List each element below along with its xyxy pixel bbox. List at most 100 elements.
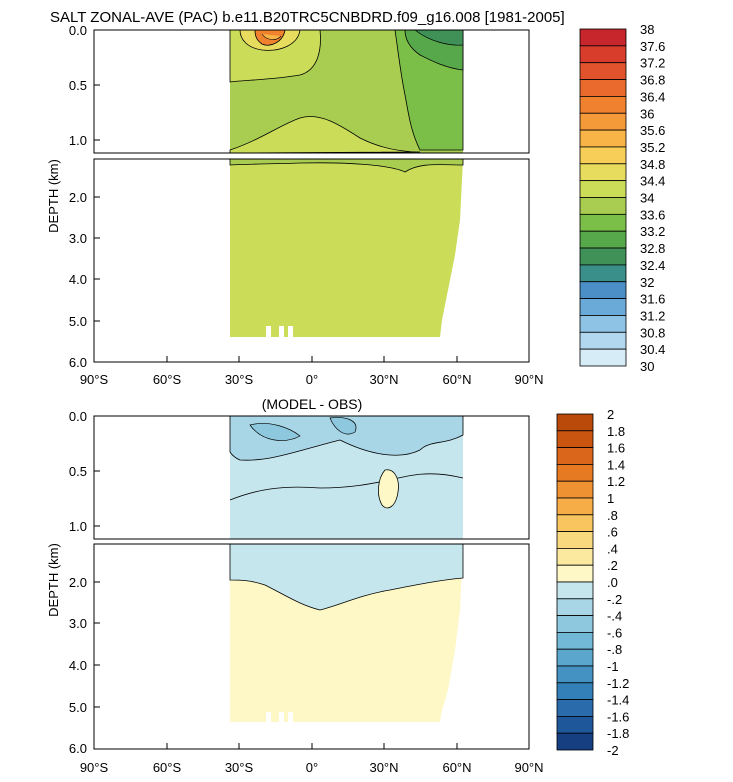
top-colorbar-label-9: 34.4 <box>640 174 665 189</box>
bottom-colorbar-box-1 <box>556 430 594 448</box>
bottom-colorbar-box-14 <box>556 648 594 667</box>
bottom-colorbar-label-4: 1.2 <box>607 474 625 489</box>
top-colorbar-label-19: 30.4 <box>640 342 665 357</box>
top-colorbar-box-17 <box>579 315 627 333</box>
top-colorbar-label-11: 33.6 <box>640 207 665 222</box>
bottom-colorbar-box-3 <box>556 463 594 482</box>
top-colorbar-box-16 <box>579 298 627 316</box>
bottom-colorbar-label-20: -2 <box>607 743 619 758</box>
top-ylabel: DEPTH (km) <box>46 159 61 233</box>
bottom-colorbar-box-17 <box>556 699 594 717</box>
top-colorbar-label-17: 31.2 <box>640 308 665 323</box>
bottom-ytick-labels: 0.0 0.5 1.0 2.0 3.0 4.0 5.0 6.0 <box>69 409 87 756</box>
bottom-xtick-30n: 30°N <box>369 760 398 775</box>
top-ytick-2-0: 2.0 <box>69 190 87 205</box>
bottom-title: (MODEL - OBS) <box>262 396 363 412</box>
top-colorbar-box-3 <box>579 79 627 97</box>
top-xtick-60n: 60°N <box>442 372 471 387</box>
top-ytick-marks <box>94 29 100 322</box>
top-colorbar-label-1: 37.6 <box>640 39 665 54</box>
top-ytick-5-0: 5.0 <box>69 314 87 329</box>
bottom-colorbar-box-5 <box>556 497 594 516</box>
bottom-colorbar-box-2 <box>556 447 594 465</box>
bottom-xtick-60n: 60°N <box>442 760 471 775</box>
bottom-colorbar: 21.81.61.41.21.8.6.4.2.0-.2-.4-.6-.8-1-1… <box>556 407 629 758</box>
top-colorbar-box-13 <box>579 247 627 266</box>
top-colorbar-box-6 <box>579 129 627 148</box>
top-colorbar-box-5 <box>579 112 627 131</box>
top-panel: SALT ZONAL-AVE (PAC) b.e11.B20TRC5CNBDRD… <box>46 9 665 387</box>
bottom-colorbar-box-6 <box>556 514 594 532</box>
bottom-colorbar-label-17: -1.4 <box>607 693 629 708</box>
bottom-colorbar-box-7 <box>556 531 594 549</box>
top-ytick-1-0: 1.0 <box>69 133 87 148</box>
bottom-colorbar-box-13 <box>556 632 594 650</box>
top-colorbar-label-3: 36.8 <box>640 73 665 88</box>
bottom-colorbar-label-16: -1.2 <box>607 676 629 691</box>
bottom-colorbar-label-19: -1.8 <box>607 726 629 741</box>
bottom-lower-field <box>229 544 464 724</box>
top-ytick-0-5: 0.5 <box>69 78 87 93</box>
top-colorbar-label-16: 31.6 <box>640 292 665 307</box>
top-colorbar-box-9 <box>579 180 627 198</box>
bottom-colorbar-box-10 <box>556 581 594 600</box>
top-xtick-0: 0° <box>306 372 318 387</box>
top-ytick-4-0: 4.0 <box>69 272 87 287</box>
bottom-colorbar-box-4 <box>556 480 594 499</box>
bottom-upper-frame <box>93 415 530 540</box>
bottom-ytick-2-0: 2.0 <box>69 575 87 590</box>
top-colorbar-box-0 <box>579 28 627 47</box>
bottom-colorbar-label-0: 2 <box>607 407 614 422</box>
top-colorbar-label-10: 34 <box>640 191 654 206</box>
bottom-colorbar-label-11: -.2 <box>607 592 622 607</box>
top-colorbar-label-20: 30 <box>640 359 654 374</box>
bottom-colorbar-label-15: -1 <box>607 659 619 674</box>
bottom-ylabel: DEPTH (km) <box>46 543 61 617</box>
bottom-xtick-30s: 30°S <box>225 760 254 775</box>
bottom-xtick-0: 0° <box>306 760 318 775</box>
bottom-colorbar-box-12 <box>556 615 594 633</box>
top-xtick-30n: 30°N <box>369 372 398 387</box>
bottom-colorbar-box-0 <box>556 413 594 432</box>
bottom-ytick-6-0: 6.0 <box>69 741 87 756</box>
bottom-ytick-0-5: 0.5 <box>69 464 87 479</box>
top-colorbar-box-18 <box>579 331 627 350</box>
top-ytick-3-0: 3.0 <box>69 231 87 246</box>
bottom-xtick-marks <box>166 743 458 749</box>
top-xtick-90s: 90°S <box>80 372 109 387</box>
top-colorbar-label-6: 35.6 <box>640 123 665 138</box>
bottom-upper-field <box>229 416 464 539</box>
top-ytick-labels: 0.0 0.5 1.0 2.0 3.0 4.0 5.0 6.0 <box>69 23 87 370</box>
bottom-colorbar-box-15 <box>556 665 594 684</box>
bottom-colorbar-box-19 <box>556 732 594 751</box>
top-xtick-30s: 30°S <box>225 372 254 387</box>
top-colorbar-box-1 <box>579 45 627 64</box>
top-colorbar-box-12 <box>579 230 627 249</box>
bottom-colorbar-label-3: 1.4 <box>607 457 625 472</box>
top-colorbar-label-2: 37.2 <box>640 56 665 71</box>
bottom-colorbar-box-16 <box>556 682 594 700</box>
bottom-ytick-marks <box>94 415 100 708</box>
top-xtick-60s: 60°S <box>153 372 182 387</box>
bottom-colorbar-box-18 <box>556 716 594 734</box>
bottom-xtick-90s: 90°S <box>80 760 109 775</box>
bottom-colorbar-label-14: -.8 <box>607 642 622 657</box>
top-colorbar-box-7 <box>579 146 627 165</box>
top-colorbar-label-12: 33.2 <box>640 224 665 239</box>
top-colorbar-label-13: 32.8 <box>640 241 665 256</box>
bottom-colorbar-label-2: 1.6 <box>607 441 625 456</box>
top-colorbar-box-15 <box>579 281 627 300</box>
top-colorbar-box-2 <box>579 62 627 80</box>
top-xtick-labels: 90°S 60°S 30°S 0° 30°N 60°N 90°N <box>80 372 544 387</box>
bottom-colorbar-label-13: -.6 <box>607 625 622 640</box>
bottom-xtick-labels: 90°S 60°S 30°S 0° 30°N 60°N 90°N <box>80 760 544 775</box>
top-xtick-marks <box>166 356 458 362</box>
top-xtick-90n: 90°N <box>514 372 543 387</box>
top-colorbar-label-8: 34.8 <box>640 157 665 172</box>
top-colorbar-box-4 <box>579 96 627 114</box>
bottom-colorbar-label-12: -.4 <box>607 609 622 624</box>
top-upper-field <box>229 30 464 153</box>
bottom-colorbar-box-8 <box>556 548 594 566</box>
bottom-ytick-5-0: 5.0 <box>69 700 87 715</box>
top-colorbar-label-7: 35.2 <box>640 140 665 155</box>
